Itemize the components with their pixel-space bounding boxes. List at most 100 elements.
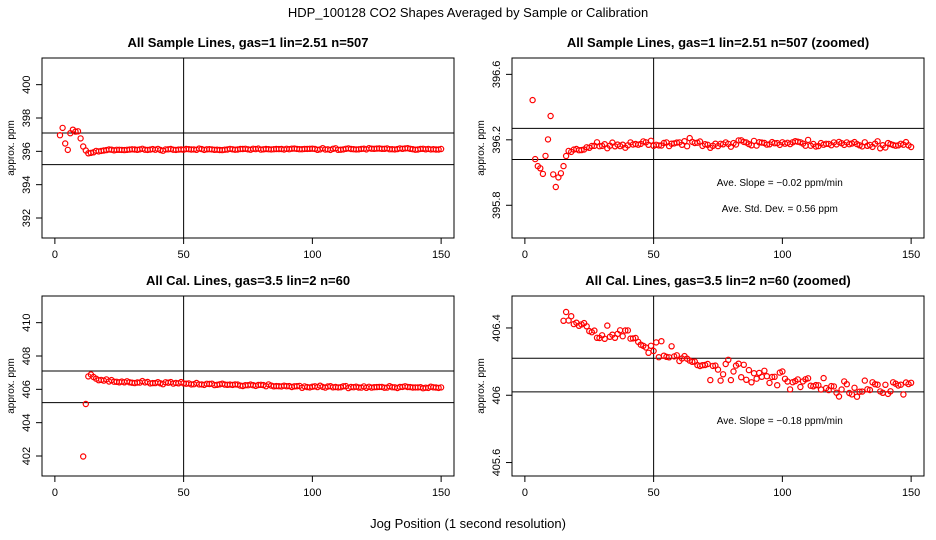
data-point xyxy=(59,124,66,132)
data-point xyxy=(740,361,748,368)
chart-title: All Sample Lines, gas=1 lin=2.51 n=507 xyxy=(128,35,369,50)
data-point xyxy=(707,376,714,384)
data-point xyxy=(727,376,735,384)
y-tick-label: 406 xyxy=(491,386,503,404)
x-tick-label: 150 xyxy=(432,487,450,499)
data-point xyxy=(835,393,843,400)
data-point xyxy=(673,352,681,359)
y-tick-label: 408 xyxy=(21,347,33,365)
data-point xyxy=(568,313,575,320)
x-tick-label: 50 xyxy=(648,487,660,499)
data-point xyxy=(846,140,853,148)
data-point xyxy=(583,323,590,330)
y-tick-label: 392 xyxy=(21,209,33,227)
data-point xyxy=(87,149,95,157)
plot-frame xyxy=(511,295,925,477)
data-point xyxy=(761,367,768,374)
data-point xyxy=(812,381,820,389)
data-point xyxy=(79,453,87,460)
plot-frame xyxy=(41,295,455,477)
y-tick-label: 396 xyxy=(21,142,33,160)
data-point xyxy=(797,383,804,391)
data-point xyxy=(758,373,766,380)
chart-panel-sample-lines: All Sample Lines, gas=1 lin=2.51 n=507 0 5… xyxy=(6,35,455,261)
y-tick-label: 394 xyxy=(21,175,33,193)
data-point xyxy=(704,360,711,368)
data-point xyxy=(719,371,727,378)
data-point xyxy=(435,384,442,392)
data-point xyxy=(828,382,835,390)
data-point xyxy=(887,388,894,395)
data-point xyxy=(725,356,732,363)
data-point xyxy=(820,374,827,382)
annotation-text: Ave. Slope = −0.18 ppm/min xyxy=(717,416,843,427)
y-tick-label: 398 xyxy=(21,109,33,127)
data-point xyxy=(647,342,655,349)
data-point xyxy=(701,140,709,148)
x-tick-label: 0 xyxy=(522,487,528,499)
data-point xyxy=(681,137,688,145)
data-point xyxy=(604,322,611,329)
chart-panel-cal-lines: All Cal. Lines, gas=3.5 lin=2 n=60 0 50 100… xyxy=(6,273,455,499)
data-point xyxy=(663,353,670,360)
data-point xyxy=(882,381,889,388)
y-tick-label: 395.8 xyxy=(491,192,503,220)
plot-frame xyxy=(511,57,925,239)
data-point xyxy=(596,142,603,150)
data-point xyxy=(655,354,663,361)
data-point xyxy=(907,379,915,386)
x-tick-label: 150 xyxy=(432,249,450,261)
data-point xyxy=(812,143,820,150)
x-tick-label: 50 xyxy=(178,249,190,261)
data-point xyxy=(763,141,771,148)
plot-frame xyxy=(41,57,455,239)
y-tick-label: 404 xyxy=(21,413,33,431)
data-point xyxy=(578,146,585,154)
data-point xyxy=(853,393,861,400)
data-point xyxy=(758,139,766,146)
x-tick-label: 150 xyxy=(902,487,920,499)
data-point xyxy=(753,375,760,382)
x-tick-label: 0 xyxy=(52,249,58,261)
data-point xyxy=(900,391,907,398)
data-point xyxy=(77,135,84,142)
y-tick-label: 402 xyxy=(21,447,33,465)
data-point xyxy=(717,377,724,384)
data-point xyxy=(851,384,858,391)
data-point xyxy=(830,383,838,390)
y-axis-label: approx. ppm xyxy=(476,358,487,414)
data-point xyxy=(562,152,570,160)
data-point xyxy=(650,347,657,355)
data-point xyxy=(64,146,72,154)
x-tick-label: 50 xyxy=(648,249,660,261)
data-point xyxy=(774,382,781,389)
data-point xyxy=(709,362,717,370)
data-point xyxy=(763,373,771,380)
data-point xyxy=(714,366,722,373)
chart-title: All Sample Lines, gas=1 lin=2.51 n=507 (… xyxy=(567,35,869,50)
data-point xyxy=(897,381,905,388)
data-point xyxy=(547,112,554,120)
data-point xyxy=(658,338,665,345)
data-point xyxy=(537,165,544,172)
y-tick-label: 396.2 xyxy=(491,126,503,154)
annotation-text: Ave. Std. Dev. = 0.56 ppm xyxy=(722,204,838,215)
y-axis-label: approx. ppm xyxy=(6,358,17,414)
data-point xyxy=(562,308,570,316)
data-point xyxy=(544,136,552,143)
figure-x-axis-label: Jog Position (1 second resolution) xyxy=(370,516,566,531)
data-point xyxy=(622,327,629,334)
chart-panel-sample-lines-zoomed: All Sample Lines, gas=1 lin=2.51 n=507 (… xyxy=(476,35,925,261)
figure-title: HDP_100128 CO2 Shapes Averaged by Sample… xyxy=(287,5,649,20)
chart-panel-cal-lines-zoomed: All Cal. Lines, gas=3.5 lin=2 n=60 (zoom… xyxy=(476,273,925,499)
data-point xyxy=(804,136,812,144)
data-point xyxy=(72,128,79,135)
data-point xyxy=(560,162,567,170)
data-point xyxy=(856,388,863,395)
data-point xyxy=(668,343,675,350)
data-point xyxy=(748,379,755,386)
data-point xyxy=(874,381,881,388)
data-point xyxy=(843,381,851,388)
x-tick-label: 100 xyxy=(303,487,321,499)
